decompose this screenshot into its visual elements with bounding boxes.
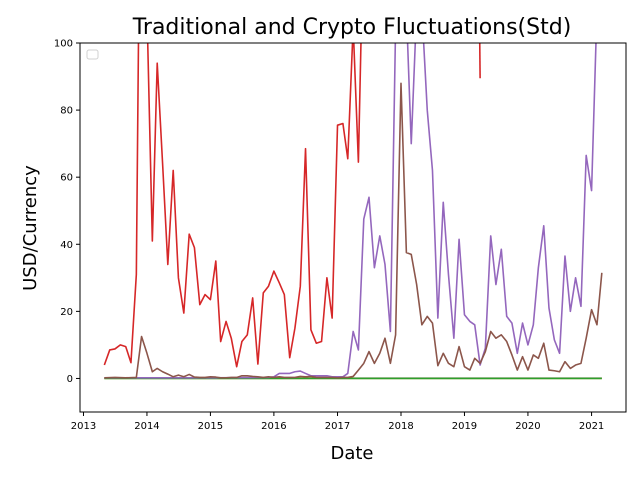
- y-tick-label: 100: [54, 39, 73, 50]
- x-axis: 2013 2014 2015 2016 2017 2018 2019 2020 2021: [71, 412, 604, 432]
- x-tick-label: 2021: [579, 421, 604, 432]
- y-tick-label: 20: [60, 307, 73, 318]
- plot-frame: [79, 42, 627, 413]
- y-tick-label: 60: [60, 173, 73, 184]
- y-axis-title: USD/Currency: [20, 165, 41, 291]
- x-tick-label: 2016: [261, 421, 286, 432]
- y-tick-label: 80: [60, 106, 73, 117]
- x-tick-label: 2019: [452, 421, 477, 432]
- y-tick-label: 40: [60, 240, 73, 251]
- series-layer: [103, 43, 603, 380]
- x-axis-title: Date: [330, 443, 373, 464]
- x-tick-label: 2014: [134, 421, 159, 432]
- series-line: [103, 43, 362, 368]
- y-axis: 0 20 40 60 80 100: [54, 39, 80, 385]
- x-tick-label: 2015: [198, 421, 223, 432]
- series-line: [104, 82, 603, 379]
- x-tick-label: 2018: [388, 421, 413, 432]
- x-tick-label: 2013: [71, 421, 96, 432]
- chart-title: Traditional and Crypto Fluctuations(Std): [132, 15, 572, 40]
- legend-box: [86, 49, 99, 60]
- series-line: [104, 43, 597, 379]
- y-tick-label: 0: [67, 374, 73, 385]
- x-tick-label: 2017: [325, 421, 350, 432]
- x-tick-label: 2020: [515, 421, 540, 432]
- series-line: [478, 43, 481, 79]
